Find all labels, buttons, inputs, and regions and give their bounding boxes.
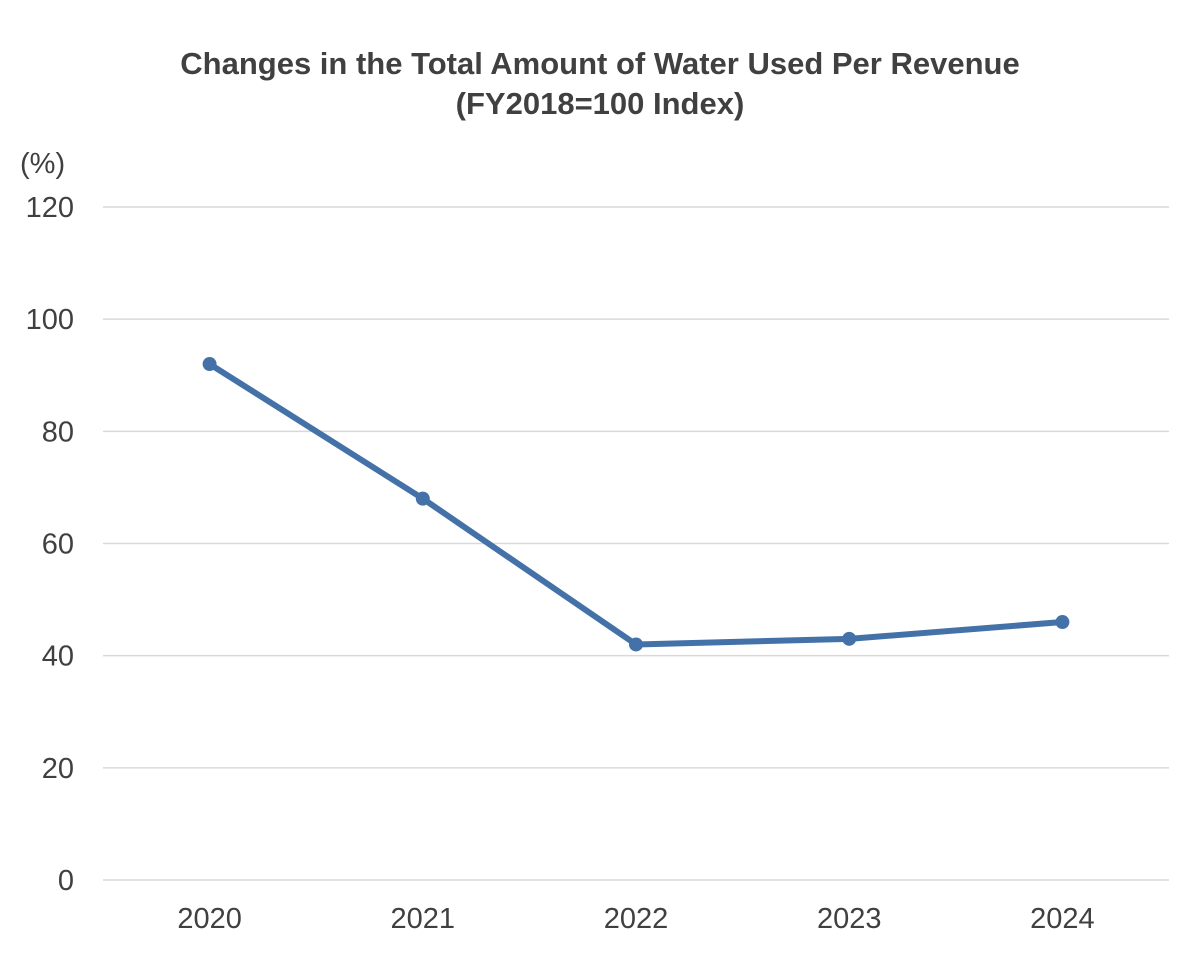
y-axis-tick-labels: 0 20 40 60 80 100 120 [26, 192, 74, 897]
x-tick-label-2021: 2021 [391, 903, 456, 935]
chart-title-main: Changes in the Total Amount of Water Use… [180, 46, 1020, 81]
x-tick-label-2023: 2023 [817, 903, 882, 935]
series-line-0 [206, 361, 1066, 648]
y-axis-unit-label: (%) [20, 148, 65, 180]
y-tick-label-60: 60 [42, 529, 74, 561]
gridlines [103, 206, 1169, 881]
chart-subtitle: (FY2018=100 Index) [455, 86, 745, 121]
data-point-2023[interactable] [842, 631, 857, 646]
data-point-2021[interactable] [415, 491, 430, 506]
y-tick-label-0: 0 [58, 865, 74, 897]
y-tick-label-40: 40 [42, 641, 74, 673]
x-tick-label-2024: 2024 [1030, 903, 1095, 935]
x-tick-label-2022: 2022 [604, 903, 669, 935]
x-axis-tick-labels: 2020 2021 2022 2023 2024 [177, 903, 1094, 935]
y-tick-label-100: 100 [26, 304, 74, 336]
y-tick-label-20: 20 [42, 753, 74, 785]
series-layer [202, 357, 1070, 652]
y-tick-label-120: 120 [26, 192, 74, 224]
data-point-2024[interactable] [1055, 615, 1070, 630]
x-tick-label-2020: 2020 [177, 903, 242, 935]
chart-title: Changes in the Total Amount of Water Use… [0, 44, 1200, 124]
data-point-2020[interactable] [202, 357, 217, 372]
data-point-2022[interactable] [629, 637, 643, 652]
y-tick-label-80: 80 [42, 416, 74, 448]
